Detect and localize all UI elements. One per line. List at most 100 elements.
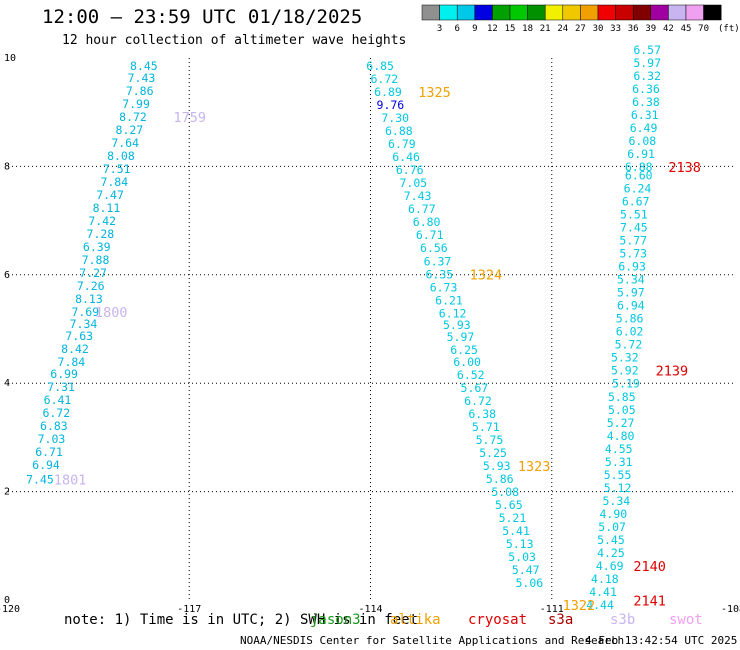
colorbar-swatch	[527, 4, 546, 21]
wave-height-value: 4.18	[591, 572, 619, 586]
wave-height-value: 5.25	[479, 446, 507, 460]
pass-time-label: 1759	[174, 110, 207, 126]
wave-height-value: 7.63	[65, 329, 93, 343]
wave-height-value: 6.85	[366, 59, 394, 73]
wave-height-value: 8.45	[130, 59, 158, 73]
colorbar-label: 33	[610, 24, 621, 34]
wave-height-value: 8.27	[116, 123, 144, 137]
wave-height-value: 6.76	[396, 163, 424, 177]
pass-time-label: 1322	[563, 598, 596, 614]
wave-height-value: 6.38	[468, 407, 496, 421]
wave-height-value: 5.93	[443, 318, 471, 332]
pass-time-label: 2139	[656, 364, 689, 380]
wave-height-value: 5.86	[616, 312, 644, 326]
wave-height-value: 5.31	[605, 455, 633, 469]
wave-height-value: 5.93	[483, 459, 511, 473]
y-tick-label: 10	[4, 53, 16, 64]
wave-height-value: 5.97	[633, 56, 661, 70]
wave-height-value: 6.24	[624, 182, 652, 196]
wave-height-value: 5.08	[491, 485, 519, 499]
wave-height-value: 9.76	[377, 98, 405, 112]
wave-height-value: 5.73	[619, 247, 647, 261]
footer-note: note: 1) Time is in UTC; 2) SWH is in fe…	[64, 612, 419, 628]
wave-height-value: 8.72	[119, 110, 147, 124]
wave-height-value: 5.55	[604, 468, 632, 482]
wave-height-value: 6.94	[32, 458, 60, 472]
wave-height-value: 6.52	[457, 368, 485, 382]
sat-label-s3b: s3b	[610, 612, 636, 628]
wave-height-value: 5.27	[607, 416, 635, 430]
colorbar-label: 45	[681, 24, 692, 34]
wave-height-value: 7.30	[381, 111, 409, 125]
wave-height-value: 7.43	[128, 71, 156, 85]
wave-height-value: 6.72	[464, 394, 492, 408]
wave-height-value: 5.07	[598, 520, 626, 534]
colorbar-label: 42	[663, 24, 674, 34]
sat-label-s3a: s3a	[548, 612, 574, 628]
colorbar-swatch	[421, 4, 440, 21]
y-tick-label: 8	[4, 161, 10, 172]
wave-height-value: 7.84	[100, 175, 128, 189]
colorbar-label: 12	[487, 24, 498, 34]
colorbar-swatch	[474, 4, 493, 21]
wave-height-value: 6.77	[408, 202, 436, 216]
pass-time-label: 1801	[54, 473, 87, 489]
wave-height-value: 5.45	[597, 533, 625, 547]
wave-height-value: 4.90	[599, 507, 627, 521]
wave-height-value: 4.69	[596, 559, 624, 573]
colorbar-swatch	[456, 4, 476, 21]
colorbar-swatch	[632, 4, 652, 21]
wave-height-value: 7.51	[103, 162, 131, 176]
colorbar-label: 30	[593, 24, 604, 34]
wave-height-value: 7.47	[96, 188, 124, 202]
wave-height-value: 5.06	[516, 576, 544, 590]
wave-height-value: 4.41	[589, 585, 617, 599]
wave-height-value: 7.64	[111, 136, 139, 150]
colorbar-label: 9	[472, 24, 477, 34]
wave-height-value: 5.13	[506, 537, 534, 551]
wave-height-value: 6.57	[633, 43, 661, 57]
wave-height-value: 7.27	[79, 266, 107, 280]
wave-height-value: 6.71	[416, 228, 444, 242]
wave-height-value: 6.73	[430, 280, 458, 294]
wave-height-value: 5.41	[502, 524, 530, 538]
colorbar-swatch	[439, 4, 458, 21]
colorbar-label: 24	[557, 24, 568, 34]
pass-time-label: 2138	[668, 160, 701, 176]
wave-height-value: 6.00	[453, 355, 481, 369]
wave-height-value: 5.67	[461, 381, 489, 395]
colorbar-swatch	[650, 4, 669, 21]
wave-height-value: 6.88	[385, 124, 413, 138]
wave-height-value: 7.42	[88, 214, 116, 228]
wave-height-value: 6.93	[618, 260, 646, 274]
colorbar-label: 27	[575, 24, 586, 34]
chart-subtitle: 12 hour collection of altimeter wave hei…	[62, 33, 407, 48]
wave-height-value: 7.34	[70, 317, 98, 331]
x-tick-label: -117	[177, 604, 201, 615]
colorbar-swatch	[703, 4, 722, 21]
wave-height-value: 6.89	[374, 85, 402, 99]
wave-height-value: 7.99	[122, 97, 150, 111]
wave-height-value: 5.34	[603, 494, 631, 508]
wave-height-value: 7.45	[26, 473, 54, 487]
x-tick-label: -108	[721, 604, 740, 615]
wave-height-value: 7.69	[71, 305, 99, 319]
wave-height-value: 5.21	[499, 511, 527, 525]
colorbar-swatch	[492, 4, 511, 21]
wave-height-value: 5.19	[612, 377, 640, 391]
wave-height-value: 4.55	[605, 442, 633, 456]
colorbar-swatch	[580, 4, 599, 21]
wave-height-value: 6.79	[388, 137, 416, 151]
y-tick-label: 0	[4, 595, 10, 606]
wave-height-value: 5.32	[611, 351, 639, 365]
wave-height-value: 6.99	[50, 367, 78, 381]
sat-label-cryosat: cryosat	[468, 612, 528, 628]
y-tick-label: 4	[4, 378, 10, 389]
footer-credit: NOAA/NESDIS Center for Satellite Applica…	[240, 634, 625, 647]
wave-height-value: 4.25	[597, 546, 625, 560]
wave-height-value: 5.77	[619, 234, 647, 248]
wave-height-value: 6.25	[450, 343, 478, 357]
wave-height-value: 8.42	[61, 342, 89, 356]
wave-height-value: 6.83	[40, 419, 68, 433]
wave-height-value: 6.35	[425, 267, 453, 281]
